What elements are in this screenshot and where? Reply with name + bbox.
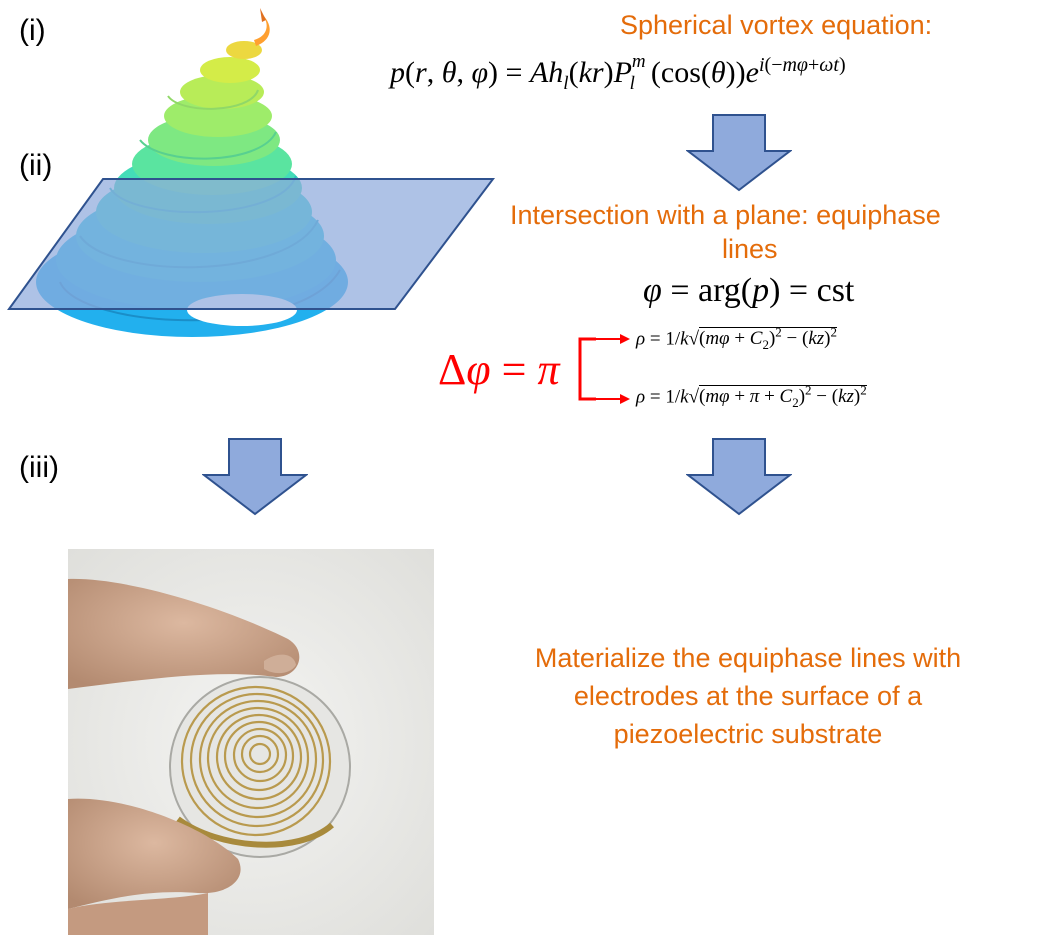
arrow-down-3 bbox=[686, 438, 792, 516]
red-bracket bbox=[578, 334, 630, 404]
materialize-line2: electrodes at the surface of a bbox=[573, 681, 923, 711]
intersection-plane bbox=[7, 178, 496, 310]
wafer-photo bbox=[68, 549, 434, 935]
delta-phi-equation: Δφ = π bbox=[438, 345, 560, 394]
spherical-vortex-title: Spherical vortex equation: bbox=[620, 10, 933, 40]
label-iii: (iii) bbox=[19, 451, 59, 484]
spiral-electrodes bbox=[180, 685, 332, 837]
rho-equation-2: ρ = 1/k√(mφ + π + C2)2 − (kz)2 bbox=[636, 383, 867, 411]
spherical-vortex-equation: p(r, θ, φ) = Ahl(kr)Pml (cos(θ))ei(−mφ+ωt… bbox=[390, 51, 846, 94]
materialize-line3: piezoelectric substrate bbox=[613, 719, 883, 749]
arrow-down-1 bbox=[686, 114, 792, 192]
arrow-down-2 bbox=[202, 438, 308, 516]
materialize-line1: Materialize the equiphase lines with bbox=[534, 643, 962, 673]
equiphase-equation: φ = arg(p) = cst bbox=[643, 272, 855, 309]
intersection-title-line1: Intersection with a plane: equiphase bbox=[510, 200, 941, 230]
rho-equation-1: ρ = 1/k√(mφ + C2)2 − (kz)2 bbox=[636, 325, 837, 353]
vortex-illustration bbox=[7, 8, 496, 337]
label-ii: (ii) bbox=[19, 149, 53, 182]
upper-finger bbox=[68, 578, 300, 689]
materialize-text: Materialize the equiphase lines with ele… bbox=[458, 639, 1038, 753]
label-i: (i) bbox=[19, 14, 46, 47]
intersection-title-line2: lines bbox=[722, 234, 778, 264]
lower-finger bbox=[68, 798, 241, 909]
